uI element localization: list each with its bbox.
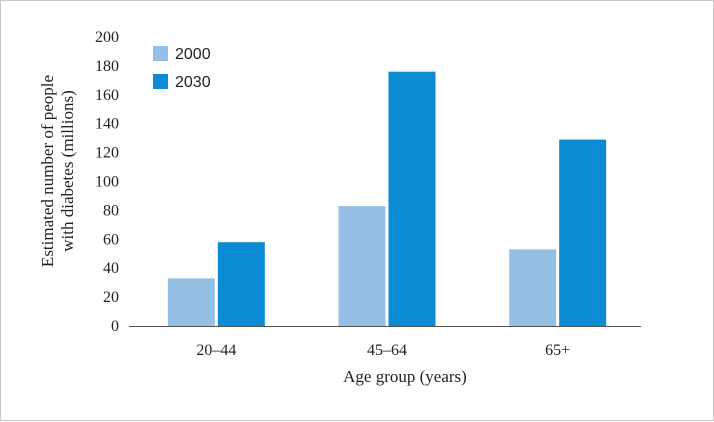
bar-2030-2 <box>559 139 607 326</box>
x-axis-categories: 20–44 45–64 65+ <box>196 342 570 359</box>
legend-label-2030: 2030 <box>175 74 211 91</box>
x-axis-title: Age group (years) <box>343 367 467 386</box>
y-axis-ticks: 0 20 40 60 80 100 120 140 160 180 200 <box>95 29 119 335</box>
bar-2030-1 <box>388 71 436 327</box>
bar-2000-0 <box>167 278 215 326</box>
x-category-label: 65+ <box>545 342 570 359</box>
y-tick-label: 20 <box>103 289 119 306</box>
y-tick-label: 200 <box>95 29 119 46</box>
y-axis-title-line: with diabetes (millions) <box>58 90 77 251</box>
y-tick-label: 100 <box>95 174 119 191</box>
y-tick-label: 180 <box>95 58 119 75</box>
legend-swatch-2030 <box>153 74 168 89</box>
x-category-label: 20–44 <box>196 342 236 359</box>
legend-swatch-2000 <box>153 46 168 61</box>
y-tick-label: 80 <box>103 202 119 219</box>
y-axis-title-line: Estimated number of people <box>38 75 57 267</box>
y-tick-label: 60 <box>103 231 119 248</box>
x-category-label: 45–64 <box>367 342 407 359</box>
legend-label-2000: 2000 <box>175 46 211 63</box>
bar-2030-0 <box>217 242 265 326</box>
y-tick-label: 0 <box>111 318 119 335</box>
bars <box>167 71 607 327</box>
bar-2000-2 <box>509 249 557 326</box>
y-tick-label: 120 <box>95 145 119 162</box>
bar-2000-1 <box>338 206 386 326</box>
y-tick-label: 160 <box>95 87 119 104</box>
legend: 2000 2030 <box>153 46 211 91</box>
y-axis-title: Estimated number of people with diabetes … <box>38 75 77 267</box>
y-tick-label: 140 <box>95 116 119 133</box>
y-tick-label: 40 <box>103 260 119 277</box>
